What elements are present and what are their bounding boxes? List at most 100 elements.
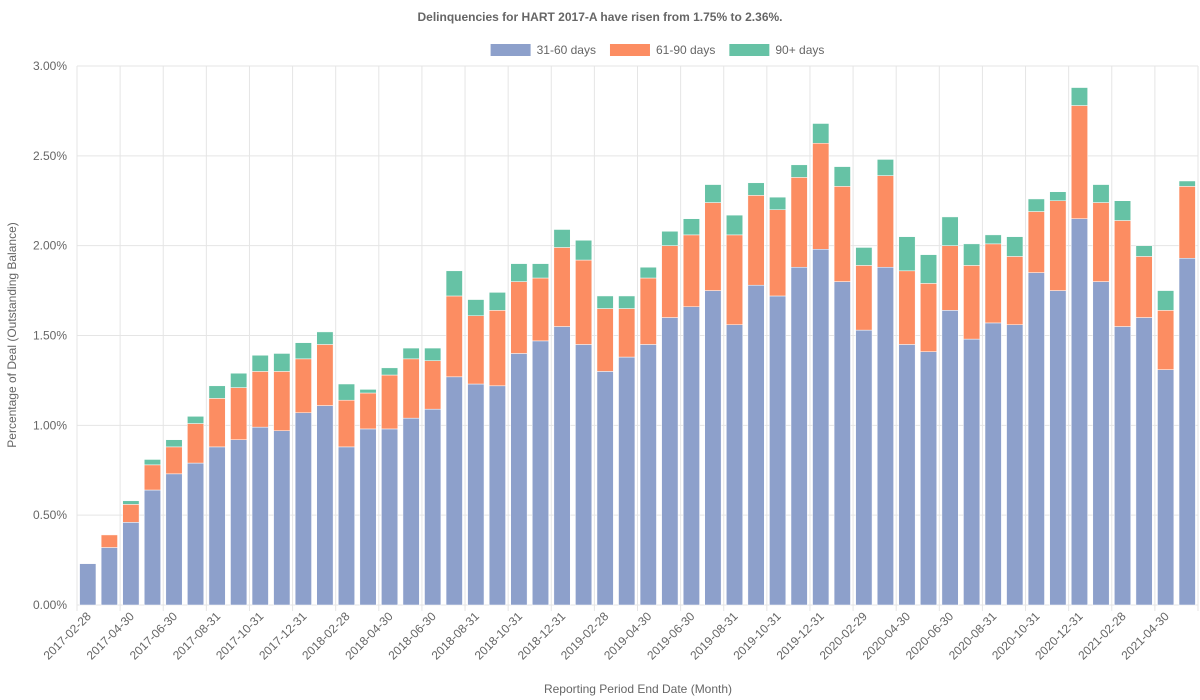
bar-segment [445,295,463,378]
bar-segment [553,247,571,327]
bar-segment [1027,272,1045,606]
bar-segment [294,412,312,606]
bar-segment [553,326,571,606]
bar-segment [359,389,377,394]
bar-segment [187,423,205,464]
bar-segment [661,317,679,606]
bar-segment [596,308,614,372]
bar-segment [165,446,183,475]
bar-segment [1006,324,1024,606]
legend-swatch [729,44,770,56]
bar-segment [100,547,118,606]
bar-segment [488,292,506,311]
bar-segment [790,177,808,268]
bar-segment [488,385,506,606]
legend-swatch [490,44,531,56]
bar-segment [618,356,636,606]
bar-segment [510,263,528,282]
bar-segment [1070,105,1088,219]
bar-segment [726,214,743,236]
bar-segment [639,277,657,345]
bar-segment [316,331,334,345]
bar-segment [1135,245,1153,257]
bar-segment [79,563,97,606]
bar-segment [984,234,1002,245]
bar-segment [984,322,1002,606]
bar-segment [876,175,894,268]
bar-segment [187,416,205,424]
bar-segment [661,231,679,246]
bar-segment [1092,281,1110,606]
bar-segment [682,234,700,308]
bar-segment [445,376,463,606]
bar-segment [100,534,118,548]
bar-segment [122,522,140,606]
bar-segment [833,281,851,606]
bar-segment [1114,326,1131,606]
bar-segment [208,446,226,606]
bar-segment [532,263,549,279]
bar-segment [273,371,291,431]
bar-segment [251,371,269,428]
bar-segment [553,229,571,248]
bar-segment [1135,256,1153,318]
bar-segment [596,295,614,309]
y-tick-label: 1.50% [33,329,67,343]
bar-segment [424,347,442,361]
bar-segment [208,398,226,448]
bar-segment [381,374,399,430]
bar-segment [618,295,636,309]
bar-segment [424,360,442,410]
bar-segment [596,371,614,606]
bar-segment [1114,220,1131,327]
bar-segment [208,385,226,399]
bar-segment [812,249,830,606]
bar-segment [704,290,722,606]
bar-segment [855,247,873,266]
y-tick-label: 0.00% [33,598,67,612]
bar-segment [726,234,743,325]
bar-segment [381,367,399,376]
bar-segment [1049,290,1067,606]
legend-label: 90+ days [775,43,824,57]
bar-segment [230,387,248,440]
legend-label: 61-90 days [656,43,715,57]
bar-segment [338,446,355,606]
bar-segment [747,182,765,196]
bar-segment [898,236,916,272]
bar-segment [1092,184,1110,203]
bar-segment [122,500,140,505]
bar-segment [488,310,506,387]
bar-segment [424,408,442,606]
bar-segment [294,342,312,360]
bar-segment [941,216,959,246]
bar-segment [963,265,981,340]
bar-segment [1178,257,1196,606]
legend-swatch [609,44,650,56]
y-tick-label: 2.00% [33,239,67,253]
bar-segment [122,504,140,523]
bar-segment [747,195,765,286]
bar-segment [273,353,291,372]
bar-segment [1006,236,1024,257]
bar-segment [338,399,355,448]
bar-segment [920,283,937,352]
bar-segment [1157,290,1175,311]
bar-segment [984,243,1002,324]
bar-segment [187,462,205,606]
bar-segment [898,270,916,345]
bar-segment [294,358,312,414]
bar-segment [445,270,463,297]
bar-segment [747,284,765,606]
bar-segment [833,186,851,282]
bar-segment [920,351,937,606]
bar-segment [682,218,700,236]
bar-segment [1135,317,1153,606]
bar-segment [467,299,485,316]
bar-segment [338,383,355,401]
bar-segment [941,245,959,311]
bar-segment [769,196,787,210]
bar-segment [1114,200,1131,221]
bar-segment [790,266,808,606]
